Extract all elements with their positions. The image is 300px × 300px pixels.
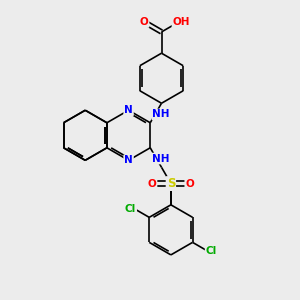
Text: N: N [124, 105, 133, 115]
Text: O: O [185, 178, 194, 189]
Text: O: O [148, 178, 157, 189]
Text: Cl: Cl [125, 204, 136, 214]
Text: NH: NH [152, 110, 170, 119]
Text: NH: NH [152, 154, 169, 164]
Text: OH: OH [172, 17, 190, 27]
Text: O: O [140, 17, 148, 27]
Text: S: S [167, 177, 175, 190]
Text: Cl: Cl [206, 246, 217, 256]
Text: N: N [124, 155, 133, 165]
